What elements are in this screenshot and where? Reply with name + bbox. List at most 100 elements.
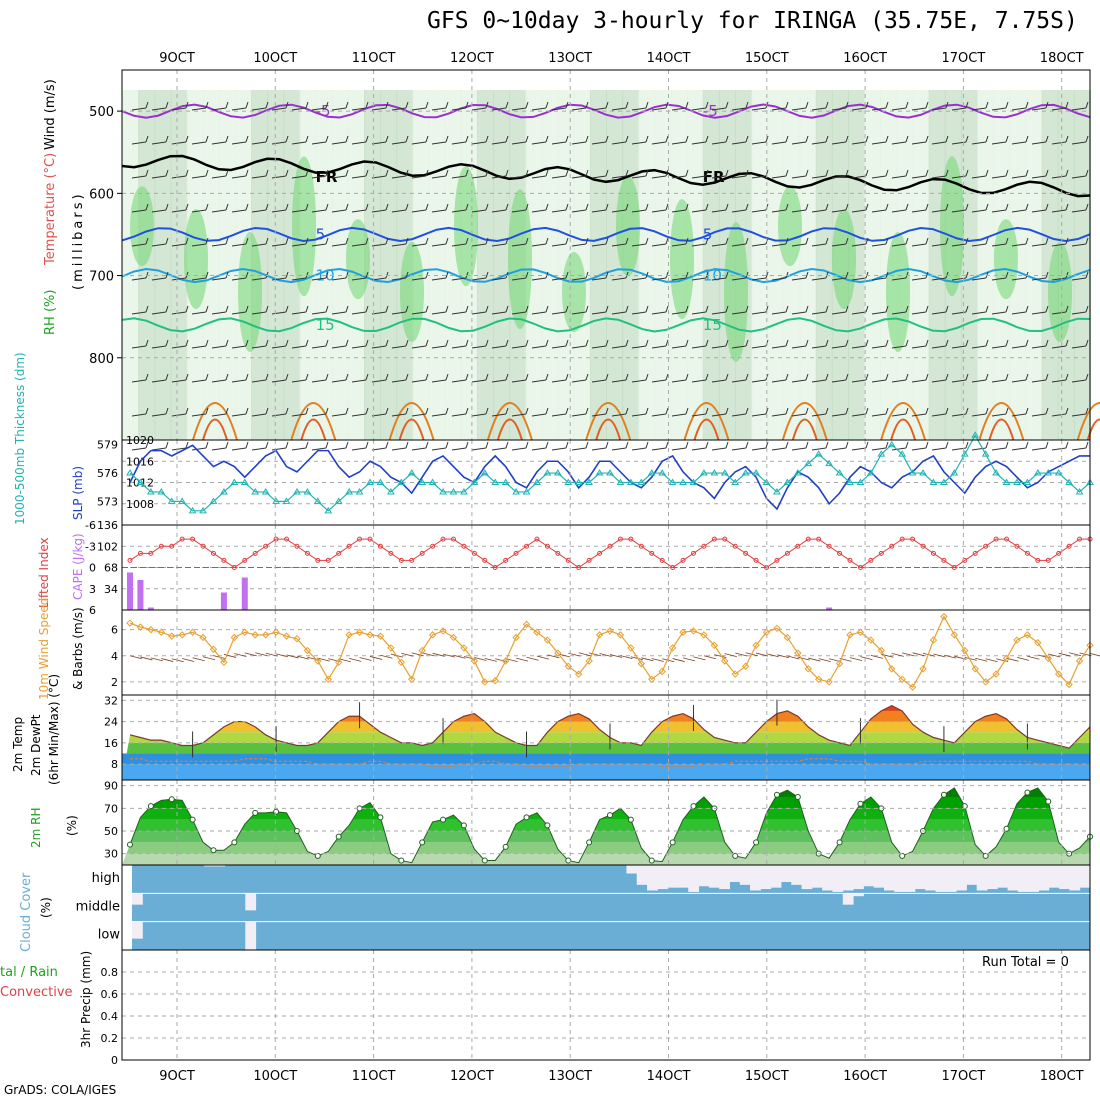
wind-barb bbox=[965, 373, 969, 381]
wind-barb bbox=[285, 203, 289, 211]
wind-barb bbox=[445, 135, 449, 143]
wind-barb bbox=[565, 271, 569, 279]
cloud-clear-cell bbox=[935, 865, 947, 892]
wind-barb bbox=[165, 237, 169, 245]
wind-barb bbox=[545, 135, 549, 143]
rh-band bbox=[122, 819, 1090, 831]
wind-barb bbox=[671, 107, 687, 111]
wind-barb bbox=[851, 447, 867, 451]
wind-barb bbox=[1025, 169, 1029, 177]
wind-speed-point bbox=[741, 662, 750, 670]
wind-barb bbox=[451, 379, 467, 383]
wind-barb bbox=[1025, 305, 1029, 313]
bottom-date-label: 18OCT bbox=[1040, 1069, 1084, 1084]
wind-barb bbox=[445, 305, 449, 313]
wind-barb bbox=[485, 271, 489, 279]
wind-barb bbox=[585, 169, 589, 177]
wind-barb bbox=[251, 345, 267, 349]
wind-barb bbox=[405, 305, 409, 313]
wind-barb bbox=[851, 243, 867, 247]
cloud-level-label: high bbox=[92, 871, 120, 886]
wind-barb bbox=[131, 447, 147, 451]
cape-tick-label: 102 bbox=[97, 540, 118, 553]
lifted-point bbox=[659, 557, 665, 563]
wind-barb bbox=[725, 305, 729, 313]
wind-speed-point bbox=[919, 665, 927, 673]
wind-barb bbox=[251, 243, 267, 247]
precip-axis-label: 3hr Precip (mm) bbox=[79, 951, 93, 1048]
wind-barb bbox=[1025, 339, 1029, 347]
surface-wind-barb bbox=[328, 658, 341, 663]
wind-barb bbox=[411, 209, 427, 213]
wind-barb bbox=[865, 305, 869, 313]
wind-barb bbox=[545, 339, 549, 347]
rh-point bbox=[982, 852, 989, 859]
wind-barb bbox=[931, 447, 947, 451]
wind-speed-point bbox=[992, 670, 1000, 678]
wind-barb bbox=[325, 305, 329, 313]
surface-wind-barb bbox=[1048, 653, 1061, 658]
wind-barb bbox=[505, 101, 509, 109]
cape-bar bbox=[127, 572, 133, 610]
cloud-clear-cell bbox=[853, 865, 864, 890]
temp-contour-warm bbox=[978, 402, 1025, 441]
lifted-point bbox=[857, 565, 863, 570]
wind-barb bbox=[831, 345, 847, 349]
thickness-point bbox=[407, 469, 416, 476]
wind-barb bbox=[331, 413, 347, 417]
rh-tick-label: 70 bbox=[104, 802, 118, 815]
cloud-clear-cell bbox=[1048, 865, 1060, 888]
cloud-clear-cell bbox=[1069, 865, 1081, 891]
wind-barb bbox=[1065, 203, 1069, 211]
wind-barb bbox=[1071, 379, 1087, 383]
wind-barb bbox=[711, 277, 727, 281]
cloud-clear-cell bbox=[811, 865, 823, 888]
lifted-point bbox=[1014, 543, 1020, 549]
cloud-clear-cell bbox=[863, 865, 875, 887]
wind-barb bbox=[1051, 311, 1067, 315]
wind-barb bbox=[331, 277, 347, 281]
surface-wind-barb bbox=[922, 652, 936, 657]
wind-barb bbox=[725, 373, 729, 381]
wind-barb bbox=[311, 209, 327, 213]
wind-barb bbox=[211, 413, 227, 417]
wind-speed-point bbox=[241, 628, 249, 636]
wind-barb bbox=[291, 209, 307, 213]
wind-barb bbox=[751, 277, 767, 281]
wind-barb bbox=[825, 339, 829, 347]
wind-barb bbox=[1065, 373, 1069, 381]
thickness-point bbox=[783, 478, 792, 485]
thickness-point bbox=[199, 506, 207, 514]
wind-barb bbox=[1071, 413, 1087, 417]
lifted-point bbox=[190, 536, 196, 542]
wind-barb bbox=[471, 277, 487, 281]
wind-barb bbox=[885, 169, 889, 177]
wind-barb bbox=[405, 135, 409, 143]
wind-barb bbox=[445, 203, 449, 211]
cloud-label: Cloud Cover bbox=[19, 872, 34, 952]
surface-wind-barb bbox=[735, 652, 748, 657]
wind-barb bbox=[345, 373, 349, 381]
cloud-clear-cell bbox=[832, 865, 844, 892]
wind-speed-point bbox=[408, 675, 416, 684]
wind-barb bbox=[611, 277, 627, 281]
wind-tick-label: 6 bbox=[111, 624, 118, 637]
wind-barb bbox=[491, 311, 507, 315]
wind-barb bbox=[265, 169, 269, 177]
temp-contour-0 bbox=[121, 103, 1091, 119]
wind-barb bbox=[791, 175, 807, 179]
thickness-point bbox=[919, 469, 927, 476]
wind-barb bbox=[791, 141, 807, 145]
wind-barb bbox=[511, 175, 527, 179]
lifted-point bbox=[743, 550, 749, 556]
wind-barb bbox=[1031, 379, 1047, 383]
wind-barb bbox=[665, 203, 669, 211]
wind-barb bbox=[1045, 373, 1049, 381]
thickness-point bbox=[1065, 478, 1074, 485]
wind-speed-point bbox=[606, 627, 614, 635]
wind-barb bbox=[705, 441, 709, 449]
surface-wind-barb bbox=[317, 657, 330, 662]
wind-barb bbox=[325, 237, 329, 245]
wind-barb bbox=[691, 277, 707, 281]
thickness-point bbox=[595, 469, 604, 476]
